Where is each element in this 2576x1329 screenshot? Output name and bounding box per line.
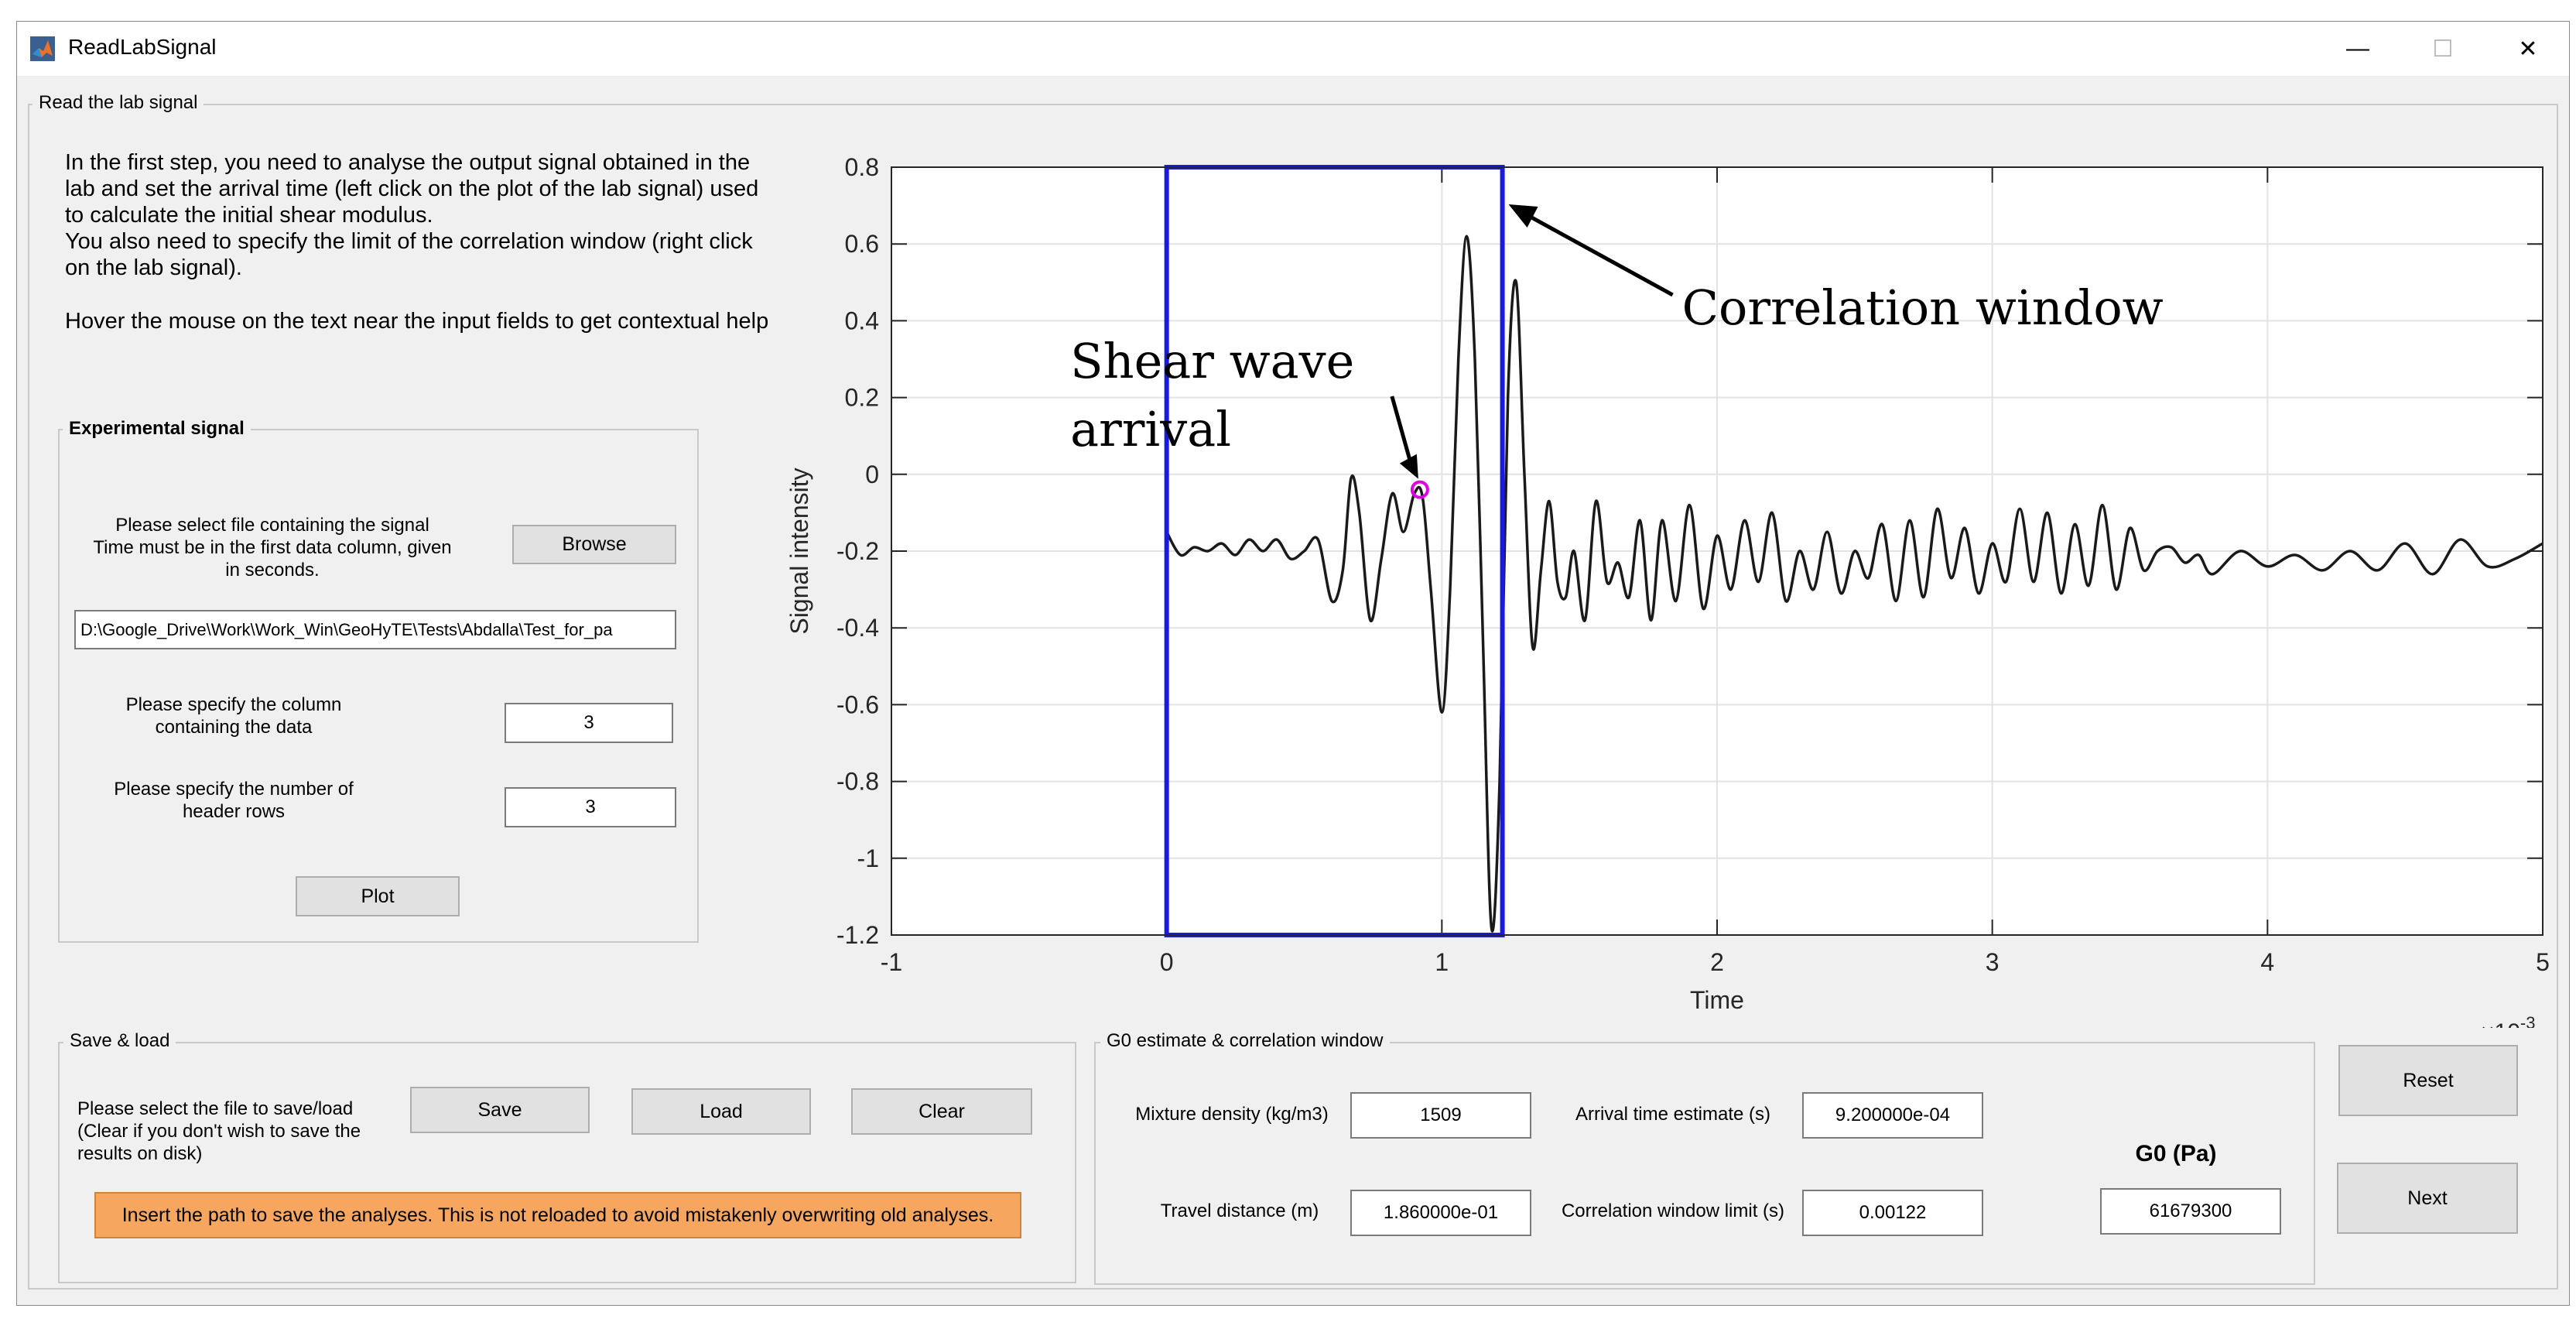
column-input[interactable]: 3: [505, 703, 673, 743]
y-tick-label: 0.2: [845, 384, 879, 412]
arrival-time-label: Arrival time estimate (s): [1575, 1104, 1771, 1125]
y-tick-label: 0: [865, 461, 879, 488]
g0-estimate-panel: [1094, 1042, 2315, 1285]
y-tick-label: 0.4: [845, 307, 879, 334]
plot-frame: [891, 166, 2544, 936]
signal-chart[interactable]: -1 0 1 2 3 4 50.80.60.40.20-0.2-0.4-0.6-0.8-1-…: [775, 130, 2571, 1028]
clear-button[interactable]: Clear: [851, 1088, 1032, 1135]
arrival-arrowhead: [1399, 454, 1418, 479]
read-lab-signal-panel-title: Read the lab signal: [32, 91, 204, 115]
y-tick-label: 0.6: [845, 230, 879, 258]
minimize-button[interactable]: —: [2346, 36, 2369, 61]
correlation-window-arrow: [1529, 214, 1674, 297]
title-bar[interactable]: ReadLabSignal — ☐ ✕: [17, 22, 2569, 76]
shear-wave-label-line-2: arrival: [1070, 401, 1231, 457]
read-lab-signal-panel: [28, 104, 2558, 1290]
correlation-window-arrowhead: [1508, 204, 1538, 228]
intro-line-4: You also need to specify the limit of th…: [65, 229, 753, 254]
load-button[interactable]: Load: [631, 1088, 811, 1135]
y-tick-label: -0.2: [836, 537, 879, 565]
intro-line-2: lab and set the arrival time (left click…: [65, 176, 759, 201]
y-tick-label: -1: [857, 844, 879, 872]
correlation-limit-label: Correlation window limit (s): [1561, 1201, 1785, 1221]
save-button[interactable]: Save: [410, 1087, 590, 1133]
arrival-arrow: [1390, 396, 1415, 469]
travel-distance-label: Travel distance (m): [1160, 1201, 1319, 1221]
browse-button[interactable]: Browse: [512, 525, 676, 564]
x-tick-label: 2: [1710, 948, 1724, 976]
x-tick-label: 3: [1986, 948, 2000, 976]
next-button[interactable]: Next: [2337, 1163, 2518, 1234]
select-file-label-1: Please select file containing the signal: [115, 515, 429, 536]
arrival-marker[interactable]: [1410, 480, 1429, 499]
x-tick-label: 1: [1435, 948, 1449, 976]
save-load-desc-2: (Clear if you don't wish to save the: [77, 1121, 361, 1142]
y-tick-label: -0.6: [836, 690, 879, 718]
save-load-title: Save & load: [63, 1029, 176, 1053]
close-button[interactable]: ✕: [2518, 36, 2538, 62]
x-tick-label: 4: [2260, 948, 2274, 976]
plot-button[interactable]: Plot: [296, 876, 460, 916]
save-load-desc-1: Please select the file to save/load: [77, 1098, 354, 1119]
experimental-signal-title: Experimental signal: [63, 417, 251, 440]
select-file-label-2: Time must be in the first data column, g…: [93, 537, 452, 558]
matlab-logo-icon: [30, 36, 55, 61]
y-tick-label: 0.8: [845, 153, 879, 181]
app-window: ReadLabSignal — ☐ ✕ Read the lab signal …: [16, 21, 2570, 1306]
x-axis-multiplier: ×10-3: [2481, 1013, 2535, 1028]
intro-line-1: In the first step, you need to analyse t…: [65, 150, 751, 175]
arrival-time-input[interactable]: 9.200000e-04: [1802, 1092, 1983, 1139]
experimental-signal-panel: [58, 429, 699, 943]
reset-button[interactable]: Reset: [2338, 1045, 2518, 1116]
select-file-label-3: in seconds.: [225, 560, 320, 581]
y-axis-label: Signal intensity: [785, 468, 813, 634]
save-path-banner[interactable]: Insert the path to save the analyses. Th…: [94, 1192, 1021, 1238]
correlation-limit-input[interactable]: 0.00122: [1802, 1190, 1983, 1236]
column-label-1: Please specify the column: [125, 694, 342, 715]
correlation-window-label: Correlation window: [1682, 279, 2164, 336]
density-input[interactable]: 1509: [1350, 1092, 1531, 1139]
g0-value-field: 61679300: [2100, 1188, 2281, 1235]
x-tick-label: -1: [881, 948, 902, 976]
x-tick-label: 0: [1160, 948, 1174, 976]
header-rows-label-1: Please specify the number of: [114, 779, 354, 800]
maximize-button[interactable]: ☐: [2432, 36, 2454, 62]
density-label: Mixture density (kg/m3): [1135, 1104, 1329, 1125]
header-rows-label-2: header rows: [182, 801, 286, 822]
y-tick-label: -0.4: [836, 614, 879, 642]
travel-distance-input[interactable]: 1.860000e-01: [1350, 1190, 1531, 1236]
intro-line-3: to calculate the initial shear modulus.: [65, 203, 433, 228]
window-title: ReadLabSignal: [68, 35, 217, 59]
file-path-input[interactable]: D:\Google_Drive\Work\Work_Win\GeoHyTE\Te…: [74, 610, 676, 649]
header-rows-input[interactable]: 3: [505, 787, 676, 827]
y-tick-label: -1.2: [836, 921, 879, 949]
shear-wave-label-line-1: Shear wave: [1070, 333, 1354, 389]
signal-line: [1165, 235, 2544, 933]
x-tick-label: 5: [2536, 948, 2550, 976]
x-axis-label: Time: [1690, 986, 1744, 1014]
hover-hint: Hover the mouse on the text near the inp…: [65, 309, 769, 334]
save-load-desc-3: results on disk): [77, 1143, 203, 1164]
g0-estimate-title: G0 estimate & correlation window: [1100, 1029, 1390, 1053]
save-load-panel: [58, 1042, 1076, 1283]
intro-line-5: on the lab signal).: [65, 255, 242, 280]
column-label-2: containing the data: [155, 717, 313, 738]
y-tick-label: -0.8: [836, 768, 879, 796]
g0-heading: G0 (Pa): [2135, 1141, 2217, 1166]
